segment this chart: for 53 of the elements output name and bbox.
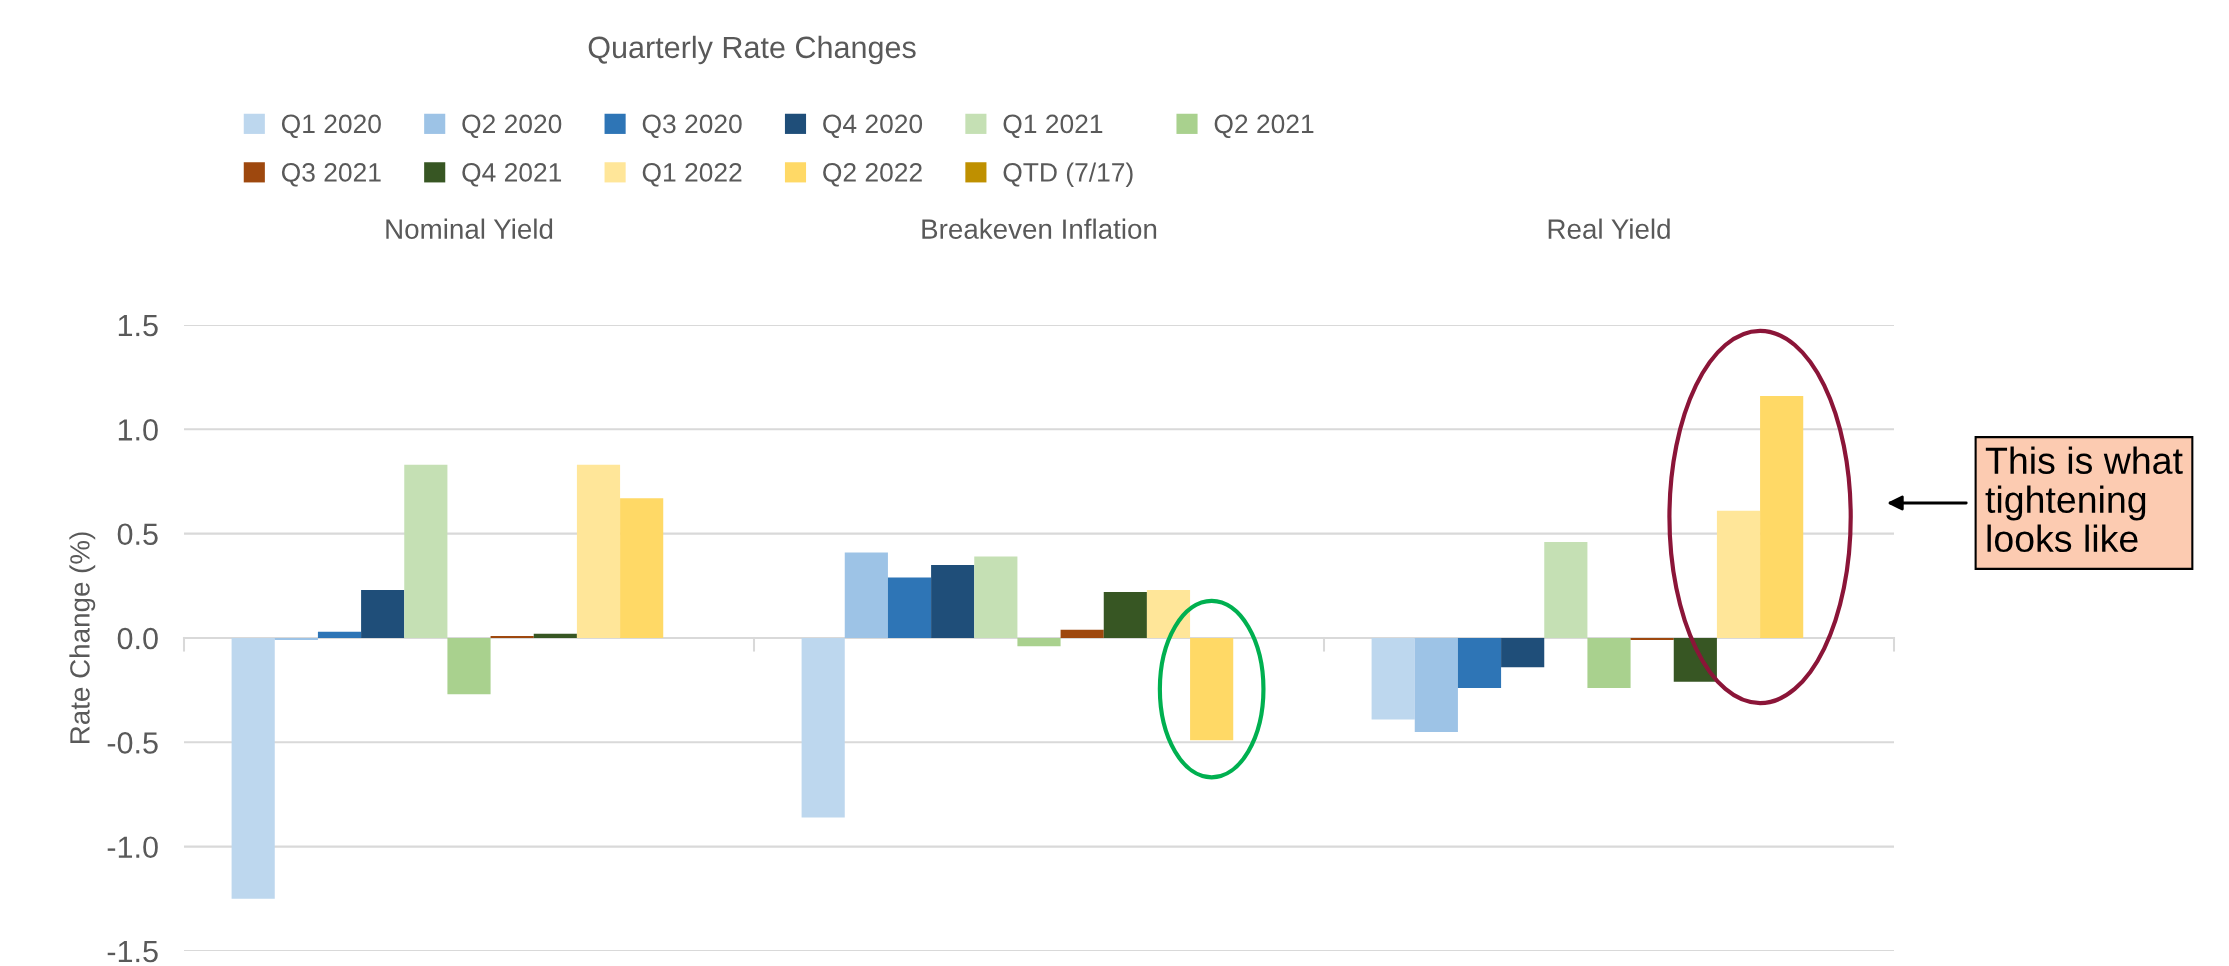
legend-label: Q3 2021 bbox=[281, 163, 381, 187]
legend-label: Q1 2021 bbox=[1003, 114, 1103, 138]
y-axis-title: Rate Change (%) bbox=[69, 532, 96, 744]
bar bbox=[974, 556, 1018, 638]
legend-label: Q1 2020 bbox=[281, 114, 381, 138]
bar bbox=[1501, 638, 1545, 668]
y-tick-label: 1.5 bbox=[118, 315, 158, 337]
text: This is what tightening looks like bbox=[1985, 446, 2183, 553]
bar bbox=[844, 552, 888, 638]
bar bbox=[1544, 542, 1588, 638]
bar bbox=[1060, 629, 1104, 638]
bar bbox=[1457, 638, 1502, 689]
bar bbox=[1017, 638, 1061, 647]
legend-label: Q4 2020 bbox=[823, 114, 923, 138]
x-tick-label: Breakeven Inflation bbox=[922, 218, 1157, 239]
x-tick-label: Nominal Yield bbox=[386, 218, 553, 239]
bar bbox=[620, 498, 664, 638]
y-tick-label: -1.5 bbox=[107, 941, 158, 963]
bar bbox=[576, 464, 621, 638]
legend-label: QTD (7/17) bbox=[1003, 162, 1133, 187]
bar bbox=[1760, 395, 1804, 638]
bar bbox=[1716, 510, 1761, 638]
x-tick-label: Real Yield bbox=[1548, 218, 1670, 239]
bar bbox=[231, 638, 275, 899]
bar bbox=[801, 638, 845, 818]
legend-label: Q3 2020 bbox=[642, 114, 742, 138]
bar bbox=[931, 564, 975, 638]
bar bbox=[1371, 638, 1415, 720]
y-tick-label: -1.0 bbox=[107, 836, 158, 859]
bar bbox=[1190, 638, 1234, 741]
legend-label: Q2 2021 bbox=[1214, 114, 1314, 138]
chart-title: Quarterly Rate Changes bbox=[588, 35, 916, 65]
y-tick-label: 0.0 bbox=[117, 627, 158, 650]
bar bbox=[1414, 638, 1458, 732]
y-tick-label: 1.0 bbox=[118, 419, 158, 441]
bar bbox=[1103, 592, 1147, 638]
y-tick-label: 0.5 bbox=[117, 523, 158, 546]
legend-label: Q2 2020 bbox=[462, 114, 562, 138]
bar bbox=[404, 464, 448, 638]
legend-label: Q1 2022 bbox=[642, 163, 742, 187]
bar bbox=[533, 633, 577, 638]
bar bbox=[887, 577, 932, 638]
bar bbox=[274, 638, 318, 641]
bar bbox=[1587, 638, 1631, 689]
bar bbox=[1630, 638, 1674, 641]
legend-label: Q4 2021 bbox=[462, 163, 562, 187]
bar bbox=[317, 631, 362, 638]
legend-label: Q2 2022 bbox=[823, 163, 922, 187]
y-tick-label: -0.5 bbox=[107, 732, 158, 754]
bar bbox=[490, 635, 534, 638]
bar bbox=[1146, 590, 1191, 638]
bar bbox=[361, 590, 405, 638]
bar bbox=[447, 638, 491, 695]
